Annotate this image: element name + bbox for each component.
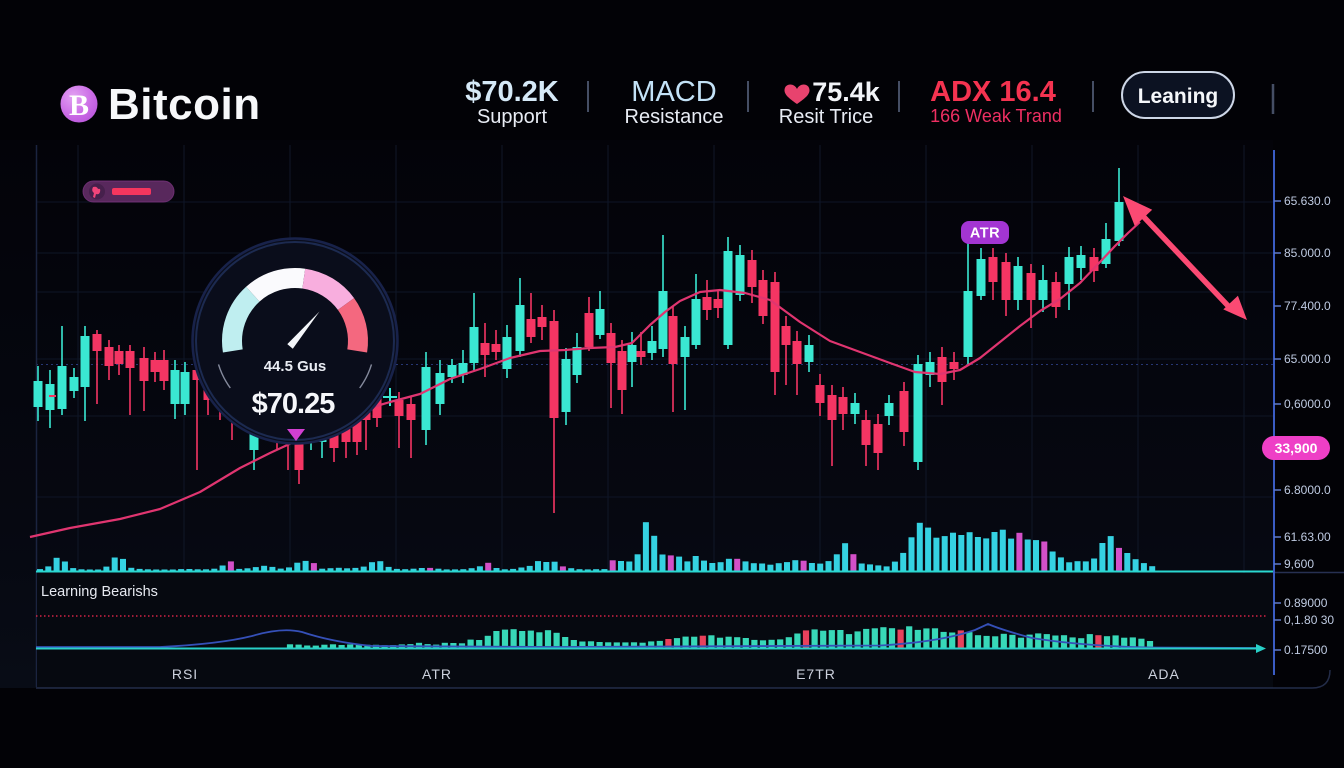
svg-text:9,600: 9,600 [1284, 557, 1314, 571]
svg-text:B: B [69, 89, 89, 122]
svg-text:85.000.0: 85.000.0 [1284, 246, 1331, 260]
svg-text:61.63.00: 61.63.00 [1284, 530, 1331, 544]
svg-text:MACD: MACD [631, 76, 716, 108]
svg-text:75.4k: 75.4k [812, 77, 881, 107]
svg-text:Support: Support [477, 106, 547, 128]
svg-text:0.89000: 0.89000 [1284, 596, 1328, 610]
svg-text:65.630.0: 65.630.0 [1284, 194, 1331, 208]
svg-text:Learning Bearishs: Learning Bearishs [41, 584, 158, 600]
svg-text:65.000.0: 65.000.0 [1284, 352, 1331, 366]
svg-text:E7TR: E7TR [796, 666, 836, 682]
svg-text:ATR: ATR [422, 666, 452, 682]
svg-text:0.17500: 0.17500 [1284, 643, 1328, 657]
svg-text:$70.25: $70.25 [252, 388, 336, 420]
svg-text:Resit Trice: Resit Trice [779, 106, 873, 128]
svg-text:44.5 Gus: 44.5 Gus [264, 358, 327, 375]
svg-text:Bitcoin: Bitcoin [108, 80, 261, 129]
svg-text:77.400.0: 77.400.0 [1284, 299, 1331, 313]
svg-text:6.8000.0: 6.8000.0 [1284, 483, 1331, 497]
svg-text:166 Weak Trand: 166 Weak Trand [930, 106, 1062, 126]
svg-text:RSI: RSI [172, 666, 198, 682]
svg-text:ATR: ATR [970, 226, 1000, 242]
svg-text:33,900: 33,900 [1275, 440, 1318, 456]
svg-text:Resistance: Resistance [625, 106, 724, 128]
svg-text:0,6000.0: 0,6000.0 [1284, 397, 1331, 411]
svg-text:Leaning: Leaning [1138, 85, 1219, 108]
svg-text:0,1.80 30: 0,1.80 30 [1284, 613, 1334, 627]
svg-text:$70.2K: $70.2K [465, 76, 559, 108]
svg-text:ADA: ADA [1148, 666, 1180, 682]
svg-text:ADX 16.4: ADX 16.4 [930, 76, 1056, 108]
